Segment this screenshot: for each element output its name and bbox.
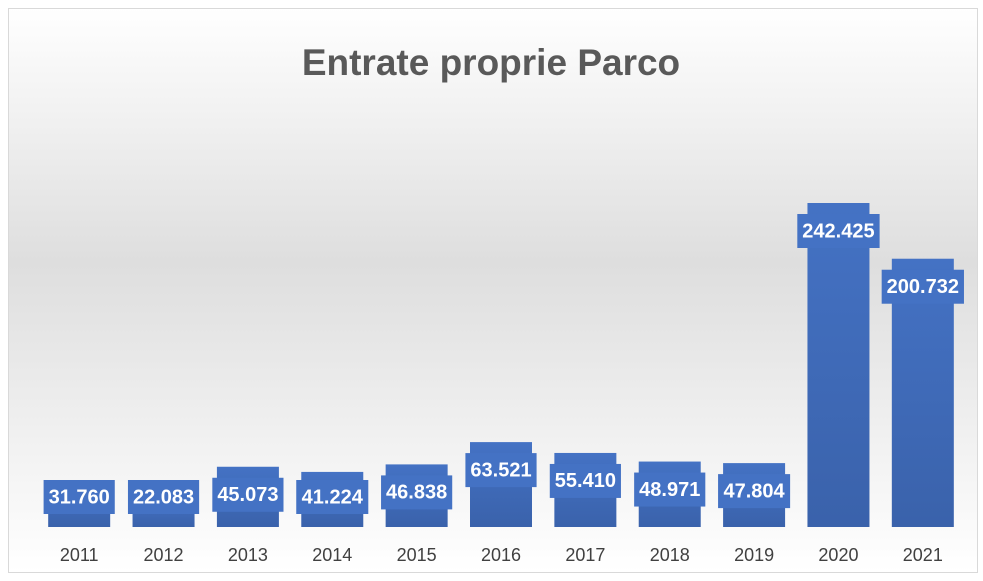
data-label-box [549, 463, 621, 498]
data-label: 200.732 [887, 276, 959, 298]
data-label: 31.760 [49, 486, 110, 508]
data-label-box [718, 474, 791, 509]
x-tick-label: 2017 [565, 545, 605, 565]
data-label: 242.425 [802, 220, 874, 242]
data-label: 63.521 [470, 459, 531, 481]
data-label: 47.804 [724, 480, 786, 502]
data-label: 22.083 [133, 486, 194, 508]
data-label-box [881, 269, 964, 304]
x-tick-label: 2011 [60, 545, 99, 565]
x-tick-label: 2020 [818, 545, 858, 565]
x-tick-label: 2015 [397, 545, 437, 565]
data-label-box [634, 472, 706, 507]
data-label-box [296, 480, 369, 514]
x-tick-label: 2012 [144, 545, 184, 565]
x-tick-label: 2016 [481, 545, 521, 565]
data-label-box [465, 453, 537, 488]
x-tick-label: 2018 [650, 545, 690, 565]
data-label: 55.410 [555, 470, 616, 492]
x-tick-label: 2021 [903, 545, 943, 565]
data-label-box [381, 475, 453, 510]
data-label-box [127, 480, 200, 514]
data-label-box [43, 480, 115, 514]
data-label: 48.971 [639, 479, 700, 501]
bar [807, 203, 870, 527]
data-label: 41.224 [302, 486, 364, 508]
chart-title: Entrate proprie Parco [302, 42, 680, 83]
data-label-box [797, 214, 880, 248]
data-label-box [212, 477, 284, 512]
x-tick-label: 2019 [734, 545, 774, 565]
x-tick-label: 2013 [228, 545, 268, 565]
data-label: 46.838 [386, 482, 447, 504]
data-label: 45.073 [217, 484, 278, 506]
x-tick-label: 2014 [312, 545, 352, 565]
